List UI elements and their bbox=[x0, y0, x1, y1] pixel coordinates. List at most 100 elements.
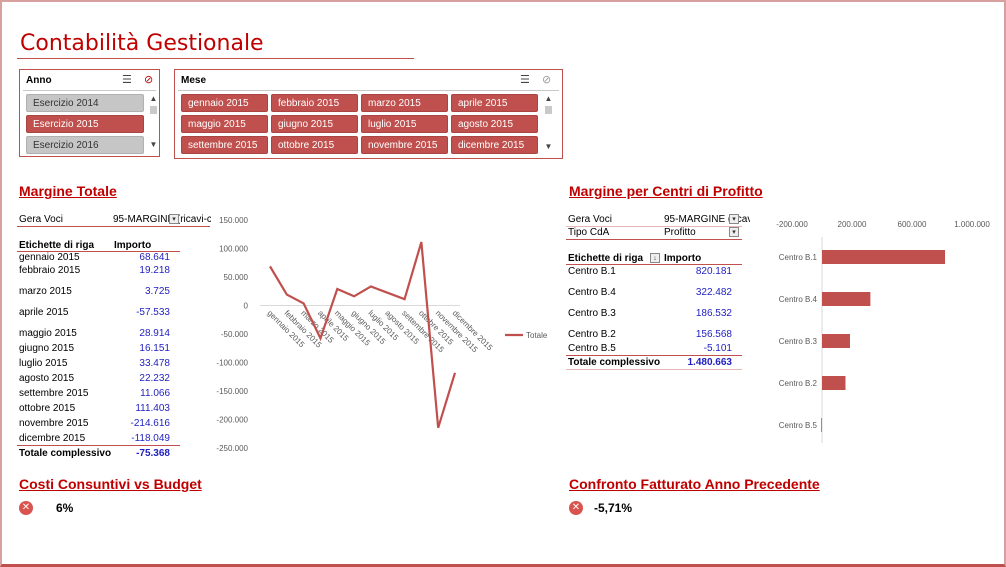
table-row-value: 11.066 bbox=[140, 388, 170, 399]
table-row-value: 322.482 bbox=[695, 287, 732, 298]
total-value: -75.368 bbox=[136, 448, 170, 459]
table-row-value: 19.218 bbox=[139, 265, 170, 276]
table-row-label: ottobre 2015 bbox=[19, 403, 76, 414]
filter2-dropdown-icon[interactable]: ▾ bbox=[729, 227, 739, 237]
y-tick-label: -150.000 bbox=[216, 387, 248, 396]
table-row-label: giugno 2015 bbox=[19, 343, 75, 354]
x-tick-label: 600.000 bbox=[898, 220, 927, 229]
mese-slicer-item[interactable]: marzo 2015 bbox=[361, 94, 448, 112]
total-value: 1.480.663 bbox=[687, 357, 733, 368]
anno-slicer-item[interactable]: Esercizio 2015 bbox=[26, 115, 144, 133]
y-tick-label: Centro B.5 bbox=[779, 421, 818, 430]
total-label: Totale complessivo bbox=[568, 357, 661, 368]
y-tick-label: -50.000 bbox=[221, 330, 249, 339]
table-row-value: -5.101 bbox=[703, 343, 732, 354]
table-row-value: 16.151 bbox=[139, 343, 170, 354]
table-row-label: Centro B.5 bbox=[568, 343, 616, 354]
multi-select-icon[interactable]: ☰ bbox=[122, 74, 132, 86]
clear-filter-icon[interactable]: ⊘ bbox=[542, 74, 552, 86]
table-row-value: 111.403 bbox=[135, 403, 170, 414]
clear-filter-icon[interactable]: ⊘ bbox=[144, 74, 154, 86]
scroll-down-icon[interactable]: ▼ bbox=[544, 142, 553, 151]
mese-slicer-item[interactable]: dicembre 2015 bbox=[451, 136, 538, 154]
table-row-label: dicembre 2015 bbox=[19, 433, 86, 444]
mese-slicer-item[interactable]: aprile 2015 bbox=[451, 94, 538, 112]
scroll-up-icon[interactable]: ▲ bbox=[544, 94, 553, 103]
column-header-value: Importo bbox=[114, 240, 152, 251]
filter2-value: Profitto bbox=[664, 227, 696, 238]
table-row-value: 28.914 bbox=[139, 328, 170, 339]
table-row-label: gennaio 2015 bbox=[19, 252, 80, 263]
anno-slicer-item[interactable]: Esercizio 2016 bbox=[26, 136, 144, 154]
table-row-value: -118.049 bbox=[131, 433, 170, 444]
bar-centro-b-5 bbox=[821, 418, 822, 432]
multi-select-icon[interactable]: ☰ bbox=[520, 74, 530, 86]
page-title: Contabilità Gestionale bbox=[20, 31, 264, 56]
table-row-label: Centro B.4 bbox=[568, 287, 616, 298]
table-row-label: novembre 2015 bbox=[19, 418, 89, 429]
sort-icon[interactable]: ↓ bbox=[650, 253, 660, 263]
filter-dropdown-icon[interactable]: ▾ bbox=[169, 214, 179, 224]
mese-slicer-item[interactable]: gennaio 2015 bbox=[181, 94, 268, 112]
error-icon: ✕ bbox=[19, 501, 33, 515]
legend-label: Totale bbox=[526, 331, 548, 340]
y-tick-label: -250.000 bbox=[216, 444, 248, 453]
y-tick-label: 50.000 bbox=[224, 273, 249, 282]
centri-bar-chart: -200.000 200.000 600.000 1.000.000 Centro B.… bbox=[776, 220, 990, 443]
kpi-costi-value: 6% bbox=[56, 501, 74, 515]
table-row-label: Centro B.3 bbox=[568, 308, 616, 319]
table-row-value: 33.478 bbox=[139, 358, 170, 369]
error-icon: ✕ bbox=[569, 501, 583, 515]
column-header-label: Etichette di riga bbox=[568, 253, 644, 264]
y-tick-label: Centro B.2 bbox=[779, 379, 818, 388]
y-tick-label: 150.000 bbox=[219, 216, 248, 225]
filter1-value: 95-MARGINE (ricav bbox=[664, 214, 750, 225]
bar-centro-b-2 bbox=[822, 376, 846, 390]
scroll-up-icon[interactable]: ▲ bbox=[149, 94, 158, 103]
y-tick-label: -100.000 bbox=[216, 359, 248, 368]
filter1-dropdown-icon[interactable]: ▾ bbox=[729, 214, 739, 224]
mese-slicer-header: Mese bbox=[181, 75, 207, 86]
x-tick-label: -200.000 bbox=[776, 220, 808, 229]
column-header-label: Etichette di riga bbox=[19, 240, 95, 251]
mese-slicer: Mese ☰ ⊘ ▲ ▼ gennaio 2015 febbraio 2015 ma… bbox=[174, 69, 563, 159]
mese-slicer-item[interactable]: novembre 2015 bbox=[361, 136, 448, 154]
table-row-label: luglio 2015 bbox=[19, 358, 68, 369]
table-row-label: settembre 2015 bbox=[19, 388, 89, 399]
mese-slicer-item[interactable]: maggio 2015 bbox=[181, 115, 268, 133]
mese-slicer-item[interactable]: settembre 2015 bbox=[181, 136, 268, 154]
table-row-label: aprile 2015 bbox=[19, 307, 69, 318]
mese-slicer-item[interactable]: giugno 2015 bbox=[271, 115, 358, 133]
anno-slicer-item[interactable]: Esercizio 2014 bbox=[26, 94, 144, 112]
y-tick-label: -200.000 bbox=[216, 416, 248, 425]
anno-scrollbar[interactable]: ▲ ▼ bbox=[148, 94, 159, 154]
margine-line-chart: 150.000 100.000 50.000 0 -50.000 -100.000 -150… bbox=[216, 216, 548, 453]
table-row-label: marzo 2015 bbox=[19, 286, 72, 297]
kpi-fatturato-title: Confronto Fatturato Anno Precedente bbox=[569, 476, 820, 492]
series-line-totale bbox=[269, 241, 457, 429]
y-tick-label: 100.000 bbox=[219, 245, 248, 254]
anno-slicer: Anno ☰ ⊘ ▲ ▼ Esercizio 2014 Esercizio 201… bbox=[19, 69, 160, 157]
y-tick-label: Centro B.3 bbox=[779, 337, 818, 346]
mese-scrollbar[interactable]: ▲ ▼ bbox=[543, 94, 554, 156]
bar-centro-b-1 bbox=[822, 250, 946, 264]
mese-slicer-item[interactable]: ottobre 2015 bbox=[271, 136, 358, 154]
mese-slicer-item[interactable]: agosto 2015 bbox=[451, 115, 538, 133]
bar-centro-b-4 bbox=[822, 292, 871, 306]
margine-centri-title: Margine per Centri di Profitto bbox=[569, 183, 763, 199]
filter1-label: Gera Voci bbox=[568, 214, 612, 225]
x-tick-label: 200.000 bbox=[838, 220, 867, 229]
title-underline bbox=[17, 58, 414, 59]
mese-slicer-item[interactable]: luglio 2015 bbox=[361, 115, 448, 133]
scroll-down-icon[interactable]: ▼ bbox=[149, 140, 158, 149]
table-row-label: Centro B.1 bbox=[568, 266, 616, 277]
kpi-costi-title: Costi Consuntivi vs Budget bbox=[19, 476, 202, 492]
table-row-value: 3.725 bbox=[144, 286, 170, 297]
x-tick-label: 1.000.000 bbox=[954, 220, 990, 229]
anno-slicer-header: Anno bbox=[26, 75, 52, 86]
table-row-label: agosto 2015 bbox=[19, 373, 75, 384]
table-row-value: -57.533 bbox=[136, 307, 170, 318]
filter-value: 95-MARGINE (ricavi-c bbox=[113, 214, 211, 225]
mese-slicer-item[interactable]: febbraio 2015 bbox=[271, 94, 358, 112]
